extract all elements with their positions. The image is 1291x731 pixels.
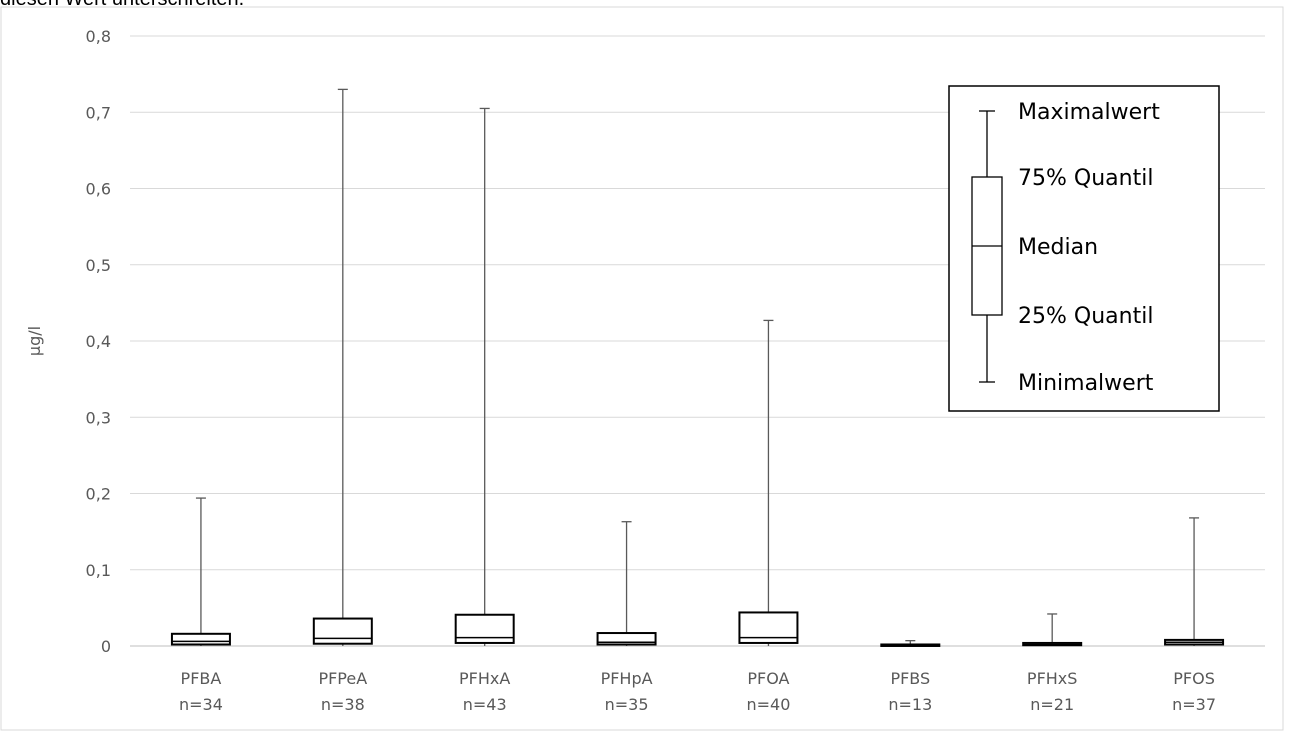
box-pfpea	[312, 88, 373, 646]
y-tick-label: 0,8	[86, 27, 111, 46]
chart-border	[0, 6, 1284, 731]
iqr-box	[454, 613, 515, 644]
y-axis-label: µg/l	[25, 326, 44, 356]
y-tick-labels: 0 0,1 0,2 0,3 0,4 0,5 0,6 0,7 0,8	[86, 27, 111, 656]
box-pfhxs	[1022, 613, 1083, 647]
iqr-box	[170, 632, 231, 646]
category-label: PFBA	[181, 669, 222, 688]
legend-entry: Minimalwert	[1018, 371, 1154, 396]
category-labels: PFBA n=34 PFPeA n=38 PFHxA n=43 PFHpA n=35 PFOA n…	[179, 669, 1216, 714]
legend-entry: 75% Quantil	[1018, 166, 1153, 191]
category-label: PFHxA	[459, 669, 510, 688]
category-count: n=21	[1030, 695, 1074, 714]
iqr-box	[312, 617, 373, 645]
category-count: n=38	[321, 695, 365, 714]
category-label: PFOS	[1173, 669, 1215, 688]
y-tick-label: 0,1	[86, 561, 111, 580]
y-tick-label: 0,3	[86, 408, 111, 427]
iqr-box	[596, 632, 657, 646]
boxes	[170, 88, 1225, 647]
category-count: n=43	[463, 695, 507, 714]
box-pfhpa	[596, 521, 657, 646]
y-tick-label: 0	[101, 637, 111, 656]
iqr-box	[738, 611, 799, 644]
box-pfhxa	[454, 107, 515, 646]
legend-entry: Median	[1018, 235, 1098, 260]
page-title: diesen Wert unterschreiten.	[0, 0, 244, 11]
box-pfba	[170, 497, 231, 646]
category-count: n=37	[1172, 695, 1216, 714]
category-count: n=40	[746, 695, 790, 714]
box-pfoa	[738, 319, 799, 646]
category-label: PFBS	[890, 669, 930, 688]
y-tick-label: 0,5	[86, 256, 111, 275]
y-tick-label: 0,6	[86, 180, 111, 199]
legend-entry: Maximalwert	[1018, 100, 1160, 125]
category-label: PFPeA	[318, 669, 367, 688]
y-tick-label: 0,2	[86, 485, 111, 504]
category-label: PFHxS	[1027, 669, 1078, 688]
category-label: PFHpA	[601, 669, 653, 688]
y-tick-label: 0,4	[86, 332, 111, 351]
category-count: n=13	[888, 695, 932, 714]
box-pfos	[1164, 517, 1225, 646]
box-pfbs	[880, 640, 941, 647]
legend-entry: 25% Quantil	[1018, 304, 1153, 329]
category-count: n=35	[605, 695, 649, 714]
category-label: PFOA	[747, 669, 789, 688]
legend: Maximalwert 75% Quantil Median 25% Quantil M…	[948, 85, 1220, 412]
y-tick-label: 0,7	[86, 103, 111, 122]
category-count: n=34	[179, 695, 223, 714]
